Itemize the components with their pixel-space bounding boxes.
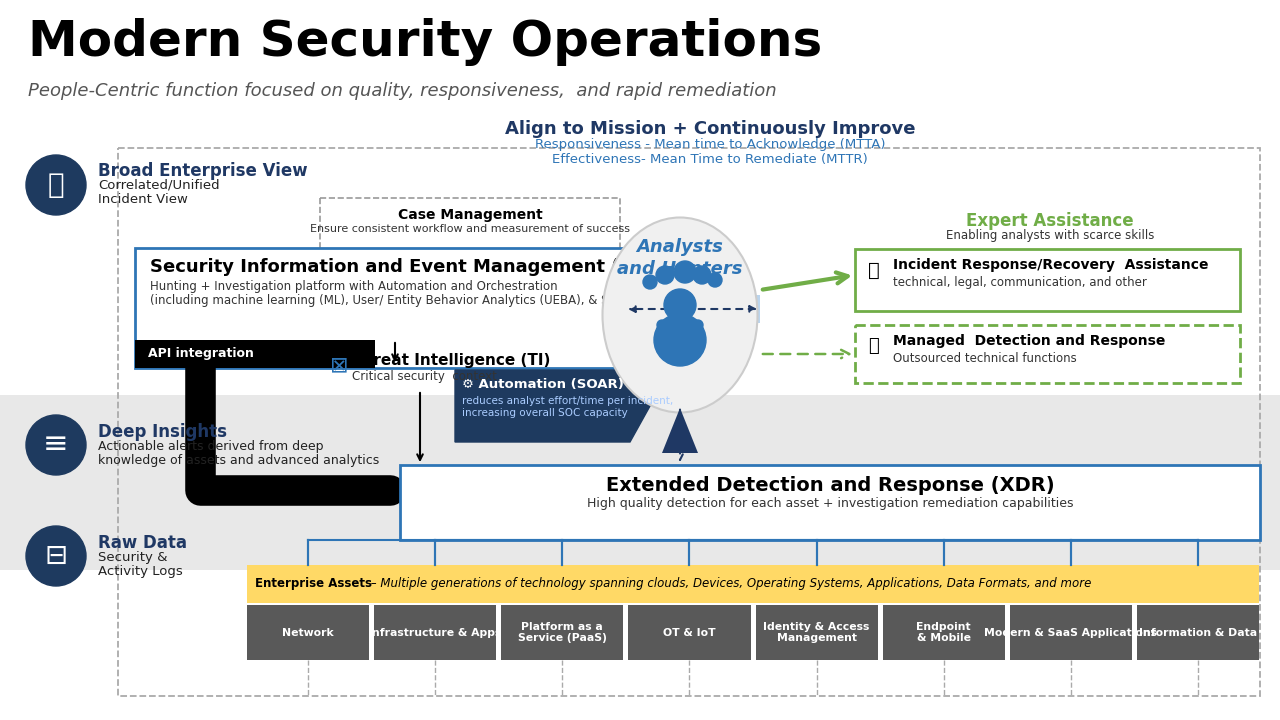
Text: Platform as a
Service (PaaS): Platform as a Service (PaaS) <box>518 621 607 643</box>
Text: Network: Network <box>283 628 334 637</box>
Polygon shape <box>662 408 698 453</box>
Bar <box>320 198 620 250</box>
Text: People-Centric function focused on quality, responsiveness,  and rapid remediati: People-Centric function focused on quali… <box>28 82 777 100</box>
Text: Enterprise Assets: Enterprise Assets <box>255 577 372 590</box>
Text: ⚙ Automation (SOAR): ⚙ Automation (SOAR) <box>462 378 623 391</box>
Bar <box>0 395 1280 570</box>
Text: ≡: ≡ <box>44 431 69 459</box>
Text: High quality detection for each asset + investigation remediation capabilities: High quality detection for each asset + … <box>586 497 1073 510</box>
Text: reduces analyst effort/time per incident,
increasing overall SOC capacity: reduces analyst effort/time per incident… <box>462 396 673 418</box>
Text: (including machine learning (ML), User/ Entity Behavior Analytics (UEBA), & Secu: (including machine learning (ML), User/ … <box>150 294 718 307</box>
Circle shape <box>676 356 684 364</box>
Circle shape <box>26 155 86 215</box>
Text: Broad Enterprise View: Broad Enterprise View <box>99 162 307 180</box>
Text: OT & IoT: OT & IoT <box>663 628 716 637</box>
Text: technical, legal, communication, and other: technical, legal, communication, and oth… <box>893 276 1147 289</box>
Bar <box>625 295 760 323</box>
Bar <box>502 605 623 660</box>
Circle shape <box>692 266 710 284</box>
Text: Expert Assistance: Expert Assistance <box>966 212 1134 230</box>
Bar <box>134 248 625 368</box>
Text: Threat Intelligence (TI): Threat Intelligence (TI) <box>352 353 550 368</box>
Text: Managed  Detection and Response: Managed Detection and Response <box>893 334 1165 348</box>
Text: Security &: Security & <box>99 551 168 564</box>
Circle shape <box>643 275 657 289</box>
Text: Correlated/Unified: Correlated/Unified <box>99 179 220 192</box>
Polygon shape <box>454 370 650 442</box>
Text: Modern & SaaS Applications: Modern & SaaS Applications <box>984 628 1157 637</box>
Text: 👤: 👤 <box>868 261 879 280</box>
Circle shape <box>26 526 86 586</box>
Text: Modern Security Operations: Modern Security Operations <box>28 18 822 66</box>
Text: ⊠: ⊠ <box>330 355 348 375</box>
Text: API integration: API integration <box>148 348 253 361</box>
Text: Analysts
and Hunters: Analysts and Hunters <box>617 238 742 278</box>
Circle shape <box>708 273 722 287</box>
Text: Incident Response/Recovery  Assistance: Incident Response/Recovery Assistance <box>893 258 1208 272</box>
Text: Information & Data: Information & Data <box>1139 628 1257 637</box>
Bar <box>118 148 1260 696</box>
Bar <box>399 465 1260 540</box>
Circle shape <box>664 289 696 321</box>
Bar <box>374 605 497 660</box>
Text: – Multiple generations of technology spanning clouds, Devices, Operating Systems: – Multiple generations of technology spa… <box>367 577 1092 590</box>
Bar <box>247 605 369 660</box>
Text: knowledge of assets and advanced analytics: knowledge of assets and advanced analyti… <box>99 454 379 467</box>
Text: Activity Logs: Activity Logs <box>99 565 183 578</box>
Text: Endpoint
& Mobile: Endpoint & Mobile <box>916 621 972 643</box>
Text: Enabling analysts with scarce skills: Enabling analysts with scarce skills <box>946 229 1155 242</box>
Text: Case Management: Case Management <box>398 208 543 222</box>
Circle shape <box>657 320 667 330</box>
Text: Security Information and Event Management (SIEM): Security Information and Event Managemen… <box>150 258 677 276</box>
Text: Raw Data: Raw Data <box>99 534 187 552</box>
Bar <box>628 605 750 660</box>
Circle shape <box>654 314 707 366</box>
Text: Hunting + Investigation platform with Automation and Orchestration: Hunting + Investigation platform with Au… <box>150 280 558 293</box>
Circle shape <box>657 266 675 284</box>
Text: Effectiveness- Mean Time to Remediate (MTTR): Effectiveness- Mean Time to Remediate (M… <box>552 153 868 166</box>
Bar <box>855 325 1240 383</box>
Text: Ensure consistent workflow and measurement of success: Ensure consistent workflow and measureme… <box>310 224 630 234</box>
Bar <box>883 605 1005 660</box>
Text: ⛨: ⛨ <box>47 171 64 199</box>
Text: Align to Mission + Continuously Improve: Align to Mission + Continuously Improve <box>504 120 915 138</box>
Text: Outsourced technical functions: Outsourced technical functions <box>893 352 1076 365</box>
Bar <box>1137 605 1260 660</box>
Text: Actionable alerts derived from deep: Actionable alerts derived from deep <box>99 440 324 453</box>
Text: Extended Detection and Response (XDR): Extended Detection and Response (XDR) <box>605 476 1055 495</box>
Text: ⊟: ⊟ <box>45 542 68 570</box>
Bar <box>134 340 375 368</box>
Text: Identity & Access
Management: Identity & Access Management <box>763 621 869 643</box>
Text: Responsiveness - Mean time to Acknowledge (MTTA): Responsiveness - Mean time to Acknowledg… <box>535 138 886 151</box>
Text: 🤝: 🤝 <box>868 337 879 355</box>
Text: Deep Insights: Deep Insights <box>99 423 227 441</box>
Circle shape <box>692 320 703 330</box>
Bar <box>1010 605 1132 660</box>
Circle shape <box>675 261 696 283</box>
Text: Critical security  context: Critical security context <box>352 370 497 383</box>
Circle shape <box>26 415 86 475</box>
Text: Incident View: Incident View <box>99 193 188 206</box>
Bar <box>855 249 1240 311</box>
Bar <box>755 605 878 660</box>
Bar <box>247 565 1260 603</box>
Ellipse shape <box>603 217 758 413</box>
Text: Infrastructure & Apps: Infrastructure & Apps <box>369 628 502 637</box>
